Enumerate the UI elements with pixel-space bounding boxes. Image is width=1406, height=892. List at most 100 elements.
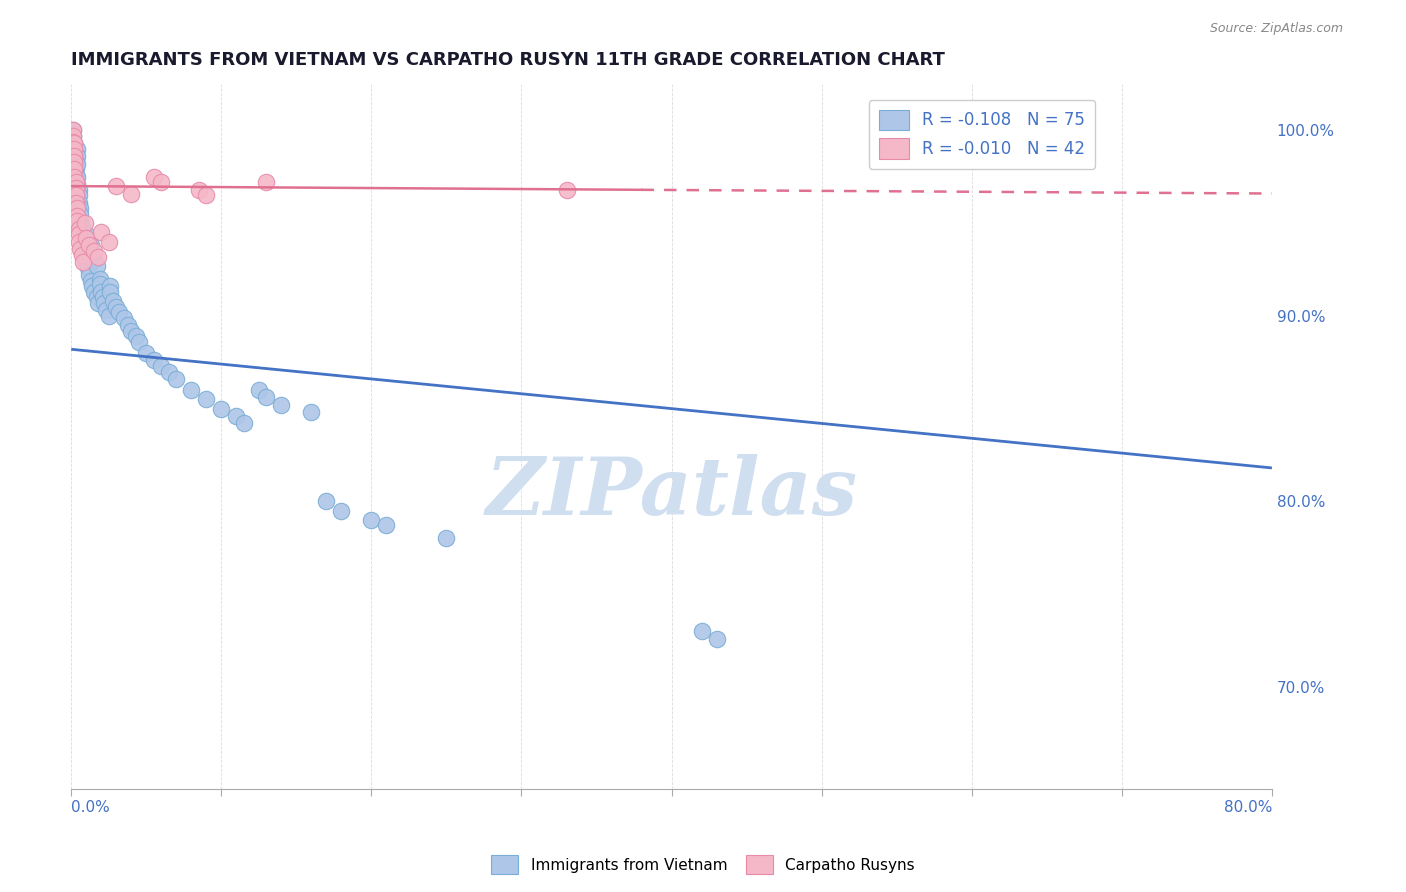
Point	[86, 290, 108, 304]
Text: 80.0%: 80.0%	[1223, 800, 1272, 814]
Point	[112, 310, 135, 325]
Point	[83, 285, 105, 299]
Point	[77, 268, 100, 282]
Point	[180, 383, 202, 397]
Point	[75, 255, 97, 269]
Point	[125, 329, 148, 343]
Point	[90, 285, 112, 299]
Point	[120, 186, 142, 201]
Point	[66, 149, 89, 163]
Text: 0.0%: 0.0%	[72, 800, 110, 814]
Point	[63, 162, 86, 177]
Point	[105, 300, 128, 314]
Point	[65, 195, 87, 210]
Point	[165, 372, 187, 386]
Point	[62, 147, 84, 161]
Point	[103, 294, 125, 309]
Point	[66, 202, 89, 216]
Point	[66, 169, 89, 184]
Point	[67, 221, 90, 235]
Point	[69, 202, 91, 216]
Point	[63, 155, 86, 169]
Point	[108, 305, 131, 319]
Point	[128, 334, 150, 349]
Point	[98, 279, 121, 293]
Point	[62, 166, 84, 180]
Point	[65, 181, 87, 195]
Point	[299, 405, 322, 419]
Point	[120, 324, 142, 338]
Point	[62, 161, 84, 175]
Point	[375, 518, 398, 533]
Point	[247, 383, 270, 397]
Point	[89, 277, 111, 292]
Point	[117, 318, 139, 333]
Point	[75, 231, 97, 245]
Point	[195, 392, 218, 407]
Point	[69, 214, 91, 228]
Legend: Immigrants from Vietnam, Carpatho Rusyns: Immigrants from Vietnam, Carpatho Rusyns	[485, 849, 921, 880]
Point	[89, 272, 111, 286]
Point	[67, 195, 90, 210]
Point	[80, 274, 103, 288]
Point	[66, 157, 89, 171]
Point	[706, 632, 728, 646]
Point	[72, 255, 94, 269]
Point	[83, 253, 105, 268]
Point	[77, 238, 100, 252]
Point	[87, 250, 110, 264]
Point	[65, 161, 87, 175]
Point	[135, 346, 157, 360]
Point	[67, 183, 90, 197]
Point	[70, 248, 93, 262]
Point	[97, 309, 120, 323]
Point	[360, 513, 382, 527]
Point	[66, 178, 89, 192]
Point	[330, 503, 353, 517]
Point	[98, 285, 121, 299]
Point	[690, 624, 713, 639]
Point	[62, 129, 84, 144]
Point	[86, 259, 108, 273]
Point	[73, 250, 96, 264]
Point	[195, 188, 218, 202]
Point	[157, 365, 180, 379]
Point	[67, 227, 90, 242]
Point	[63, 142, 86, 156]
Text: IMMIGRANTS FROM VIETNAM VS CARPATHO RUSYN 11TH GRADE CORRELATION CHART: IMMIGRANTS FROM VIETNAM VS CARPATHO RUSY…	[72, 51, 945, 69]
Point	[142, 169, 165, 184]
Point	[63, 145, 86, 160]
Point	[225, 409, 247, 423]
Point	[62, 123, 84, 137]
Point	[62, 142, 84, 156]
Point	[66, 214, 89, 228]
Point	[97, 235, 120, 249]
Point	[105, 179, 128, 194]
Point	[232, 417, 254, 431]
Point	[931, 123, 953, 137]
Point	[142, 353, 165, 368]
Point	[94, 303, 117, 318]
Point	[73, 244, 96, 258]
Point	[62, 123, 84, 137]
Point	[91, 290, 114, 304]
Point	[65, 188, 87, 202]
Point	[62, 135, 84, 149]
Point	[63, 136, 86, 151]
Point	[80, 238, 103, 252]
Point	[150, 359, 173, 373]
Point	[270, 398, 292, 412]
Point	[75, 227, 97, 242]
Point	[254, 391, 277, 405]
Point	[73, 216, 96, 230]
Point	[65, 153, 87, 168]
Point	[187, 183, 209, 197]
Point	[436, 532, 458, 546]
Point	[63, 136, 86, 151]
Point	[69, 207, 91, 221]
Point	[65, 175, 87, 189]
Point	[209, 401, 232, 416]
Point	[69, 242, 91, 256]
Text: Source: ZipAtlas.com: Source: ZipAtlas.com	[1209, 22, 1343, 36]
Point	[82, 279, 104, 293]
